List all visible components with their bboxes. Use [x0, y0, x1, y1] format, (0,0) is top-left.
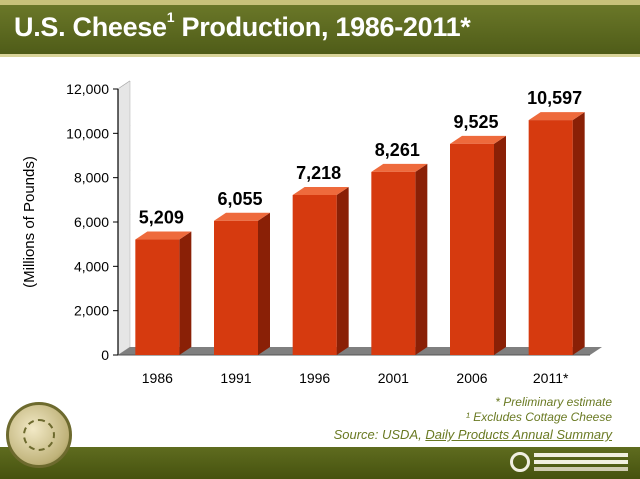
bar-value-label: 7,218 [296, 163, 341, 183]
title-footnote-mark: 1 [166, 9, 175, 25]
title-main: U.S. Cheese [14, 12, 167, 42]
bar-side [494, 135, 506, 355]
board-logo-icon [510, 452, 530, 472]
board-logo-wordmark [534, 453, 628, 457]
y-tick-label: 6,000 [74, 214, 109, 230]
plot-side-wall [117, 80, 131, 356]
cheese-seal-logo [6, 402, 72, 468]
source-prefix: Source: USDA, [333, 427, 426, 442]
board-logo [510, 451, 628, 475]
bar [292, 195, 337, 355]
seal-inner-ring [23, 419, 55, 451]
bar [135, 239, 180, 355]
bar-value-label: 6,055 [217, 189, 262, 209]
bar-top [135, 231, 192, 240]
y-tick-label: 0 [101, 347, 109, 363]
title-rule [0, 54, 640, 57]
x-tick-label: 1991 [220, 370, 251, 386]
bar-top [292, 187, 349, 196]
y-axis-label: (Millions of Pounds) [21, 156, 38, 288]
bar-value-label: 10,597 [527, 88, 582, 108]
note-excludes: ¹ Excludes Cottage Cheese [465, 410, 612, 424]
y-tick-label: 2,000 [74, 303, 109, 319]
bar-value-label: 8,261 [375, 140, 420, 160]
x-tick-label: 1986 [142, 370, 173, 386]
bar [371, 171, 416, 355]
bar-value-label: 9,525 [453, 112, 498, 132]
bar-side [336, 187, 349, 355]
bar-value-label: 5,209 [139, 208, 184, 228]
bar [528, 120, 573, 355]
y-tick-label: 8,000 [74, 170, 109, 186]
title-bar: U.S. Cheese1 Production, 1986-2011* [0, 0, 640, 54]
source-note: Source: USDA, Daily Products Annual Summ… [334, 427, 612, 442]
bar [214, 220, 258, 355]
chart-title: U.S. Cheese1 Production, 1986-2011* [14, 9, 471, 43]
bar-top [371, 163, 428, 172]
bar-top [528, 112, 585, 121]
x-tick-label: 2011* [533, 370, 569, 386]
note-preliminary: * Preliminary estimate [495, 395, 612, 409]
x-tick-label: 1996 [299, 370, 330, 386]
footer-bar [0, 447, 640, 479]
bar [450, 143, 494, 355]
y-tick-label: 10,000 [66, 125, 109, 141]
x-tick-label: 2001 [378, 370, 409, 386]
y-tick-label: 4,000 [74, 258, 109, 274]
bar-side [415, 163, 428, 355]
bar-top [450, 135, 506, 144]
bar-top [214, 212, 270, 221]
bar-side [258, 212, 270, 355]
title-accent-stripe [0, 0, 640, 5]
bar-side [572, 112, 585, 355]
bar-chart: 0 2,000 4,000 6,000 8,000 10,000 12,000 (Millio… [21, 80, 602, 386]
source-link[interactable]: Daily Products Annual Summary [425, 427, 612, 442]
bar-side [179, 231, 192, 355]
title-rest: Production, 1986-2011* [174, 12, 471, 42]
y-tick-label: 12,000 [66, 81, 109, 97]
x-tick-label: 2006 [456, 370, 487, 386]
